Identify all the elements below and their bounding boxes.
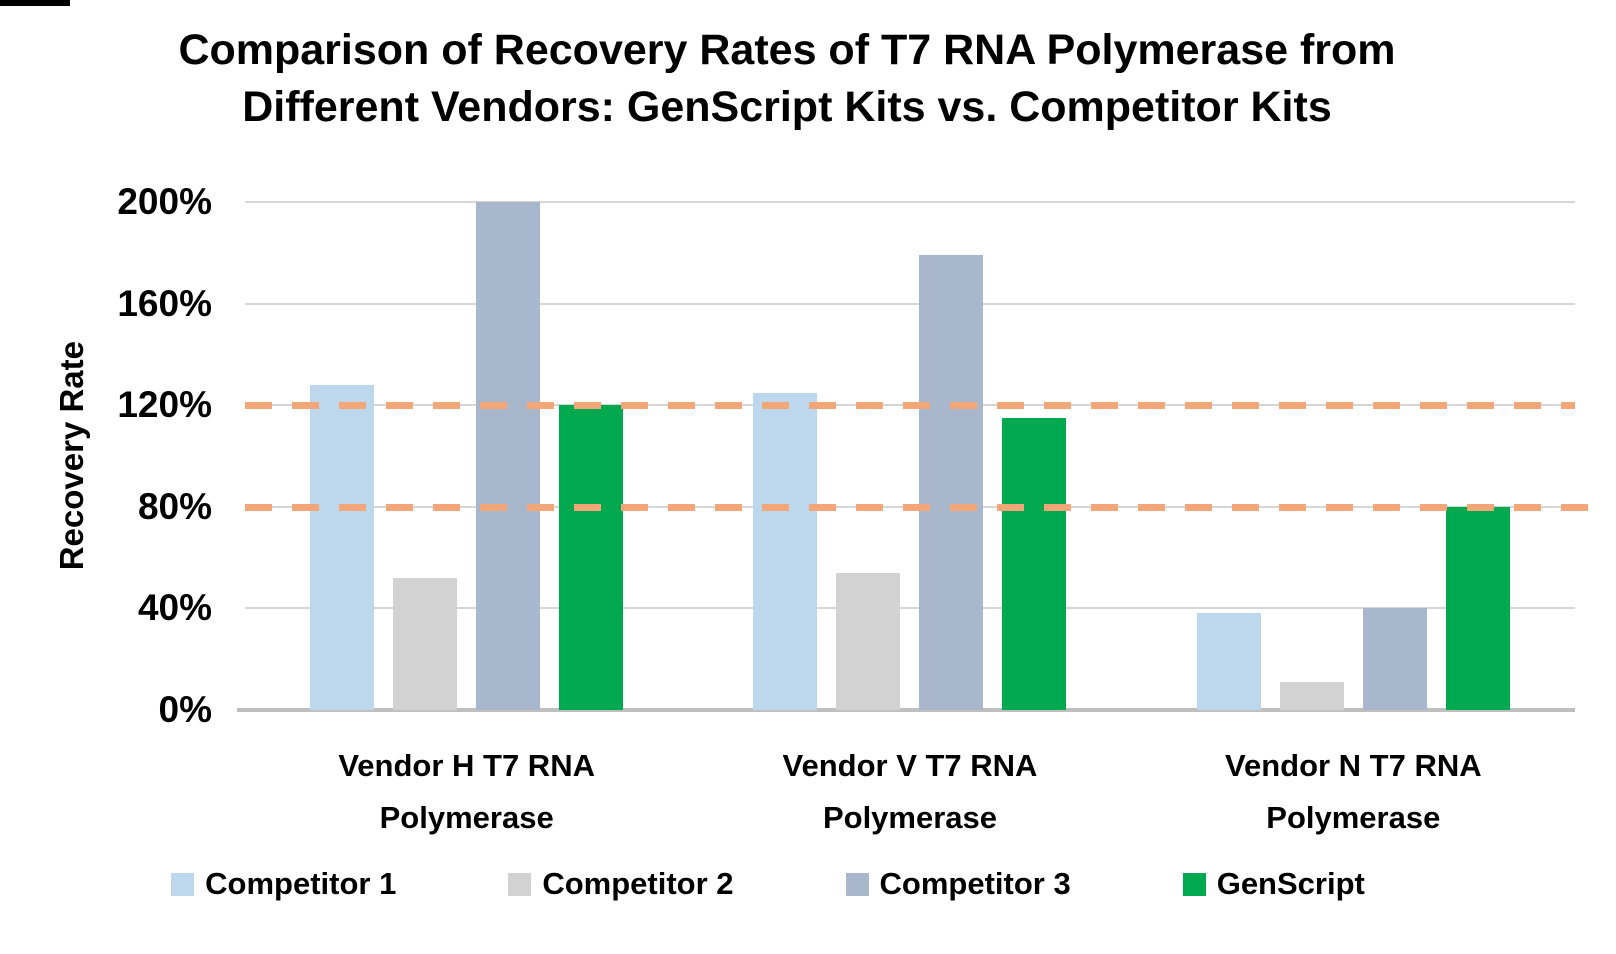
legend-swatch-competitor-1: [171, 872, 195, 896]
chart-title: Comparison of Recovery Rates of T7 RNA P…: [0, 22, 1616, 136]
y-tick-label-200: 200%: [117, 181, 212, 222]
bar-group-vendor-h: [245, 202, 688, 710]
x-label-vendor-n: Vendor N T7 RNA Polymerase: [1132, 740, 1575, 844]
x-label-line: Vendor H T7 RNA: [338, 748, 595, 783]
legend-swatch-competitor-3: [845, 872, 869, 896]
plot-area: [237, 201, 1597, 712]
bar-competitor-2-vendor-v: [836, 572, 901, 710]
legend-swatch-competitor-2: [508, 872, 532, 896]
x-label-line: Vendor V T7 RNA: [782, 748, 1038, 783]
bar-competitor-3-vendor-h: [476, 202, 541, 710]
y-tick-label-40: 40%: [137, 587, 212, 629]
legend-label-competitor-3: Competitor 3: [879, 866, 1071, 901]
y-axis-tick-labels: 0% 40% 80% 120% 160% 200%: [80, 182, 212, 730]
legend-item-competitor-1: Competitor 1: [171, 866, 396, 902]
legend-label-competitor-2: Competitor 2: [542, 866, 734, 901]
x-label-line: Vendor N T7 RNA: [1224, 748, 1482, 783]
y-tick-label-80: 80%: [137, 485, 212, 527]
reference-line-80: [245, 503, 1597, 511]
bar-genscript-vendor-v: [1002, 417, 1067, 710]
legend-item-genscript: GenScript: [1182, 866, 1365, 902]
legend-label-genscript: GenScript: [1216, 866, 1365, 901]
bar-competitor-1-vendor-h: [310, 384, 375, 710]
bar-genscript-vendor-h: [559, 405, 624, 710]
reference-line-120: [245, 402, 1575, 410]
x-axis-line: [237, 708, 1575, 712]
legend-item-competitor-2: Competitor 2: [508, 866, 734, 902]
y-tick-label-120: 120%: [117, 384, 212, 426]
gridline-40: [245, 607, 1575, 610]
bar-genscript-vendor-n: [1445, 506, 1510, 710]
bar-competitor-2-vendor-h: [393, 577, 458, 710]
chart-title-line2: Different Vendors: GenScript Kits vs. Co…: [242, 82, 1332, 131]
x-label-vendor-v: Vendor V T7 RNA Polymerase: [688, 740, 1131, 844]
gridline-160: [245, 302, 1575, 305]
y-tick-label-0: 0%: [158, 689, 212, 730]
x-label-line: Polymerase: [822, 800, 998, 836]
chart-title-line1: Comparison of Recovery Rates of T7 RNA P…: [178, 26, 1396, 74]
chart-legend: Competitor 1 Competitor 2 Competitor 3 GenS…: [0, 866, 1576, 902]
bar-competitor-3-vendor-n: [1362, 608, 1427, 710]
gridline-200: [245, 201, 1575, 203]
bar-group-vendor-n: [1132, 202, 1575, 710]
y-tick-label-160: 160%: [117, 282, 212, 324]
x-axis-category-labels: Vendor H T7 RNA Polymerase Vendor V T7 RNA…: [245, 740, 1575, 850]
legend-item-competitor-3: Competitor 3: [845, 866, 1071, 902]
bar-competitor-2-vendor-n: [1279, 682, 1344, 710]
bar-competitor-1-vendor-n: [1196, 613, 1261, 710]
top-left-black-mark: [0, 0, 70, 6]
x-label-vendor-h: Vendor H T7 RNA Polymerase: [245, 740, 688, 844]
bar-competitor-3-vendor-v: [919, 255, 984, 710]
bar-group-vendor-v: [688, 202, 1131, 710]
x-label-line: Polymerase: [1266, 800, 1441, 836]
legend-swatch-genscript: [1182, 872, 1206, 896]
bar-competitor-1-vendor-v: [753, 392, 818, 710]
x-label-line: Polymerase: [379, 800, 554, 836]
legend-label-competitor-1: Competitor 1: [205, 866, 397, 901]
